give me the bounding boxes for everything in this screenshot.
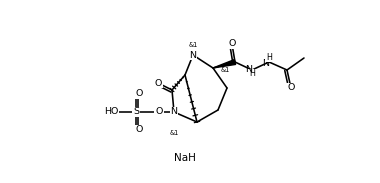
Text: O: O	[154, 79, 162, 87]
Text: &1: &1	[188, 42, 198, 48]
Text: N: N	[190, 51, 196, 59]
Text: O: O	[228, 40, 236, 48]
Text: O: O	[135, 89, 142, 98]
Text: NaH: NaH	[174, 153, 196, 163]
Text: HO: HO	[104, 107, 118, 117]
Text: H: H	[266, 53, 272, 61]
Text: N: N	[171, 107, 177, 117]
Text: O: O	[135, 126, 142, 135]
Text: N: N	[263, 59, 269, 68]
Text: &1: &1	[221, 67, 230, 73]
Polygon shape	[213, 60, 236, 68]
Text: S: S	[133, 107, 139, 117]
Text: H: H	[249, 70, 255, 79]
Text: O: O	[287, 83, 295, 92]
Text: N: N	[245, 64, 252, 74]
Text: O: O	[155, 107, 163, 117]
Text: &1: &1	[169, 130, 179, 136]
